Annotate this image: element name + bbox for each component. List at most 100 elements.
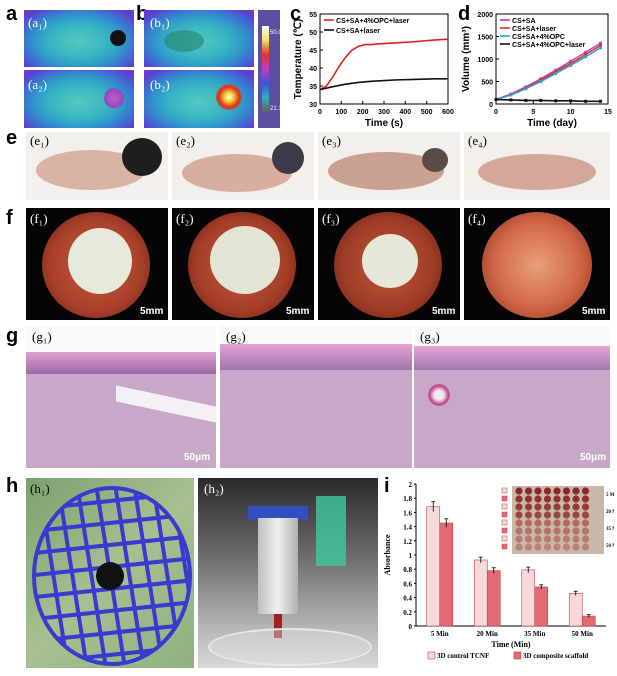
- panel-label-f: f: [6, 207, 13, 229]
- x-tick-label: 400: [399, 109, 411, 116]
- well: [524, 511, 533, 519]
- y-tick-label: 35: [309, 84, 317, 91]
- legend-entry: CS+SA+4%OPC+laser: [512, 42, 586, 49]
- sublabel-f4: (f₄): [468, 211, 486, 226]
- well: [534, 519, 542, 527]
- plate-key-swatch: [501, 511, 508, 518]
- bar-composite: [439, 522, 454, 627]
- y-tick-label: 500: [481, 80, 493, 87]
- panel-label-i: i: [384, 475, 390, 497]
- sublabel-g3: (g₃): [420, 329, 440, 344]
- grid-strut: [74, 488, 108, 664]
- bar-control: [426, 506, 441, 627]
- ink-cartridge: [316, 496, 346, 566]
- legend-swatch: [427, 651, 436, 660]
- panel-label-e: e: [6, 127, 18, 149]
- sublabel-f2: (f₂): [176, 211, 194, 226]
- y-tick-label: 0.2: [403, 609, 412, 617]
- sublabel-b2: (b₂): [150, 77, 170, 92]
- legend-entry: CS+SA+laser: [512, 26, 556, 33]
- series-line-2: [319, 78, 448, 91]
- well: [543, 487, 552, 495]
- plate-row-label: 5 Min: [606, 493, 614, 498]
- well: [581, 543, 590, 551]
- data-point: [569, 63, 573, 67]
- y-tick-label: 1.8: [403, 495, 412, 503]
- panel-label-d: d: [458, 3, 471, 25]
- bar-control: [473, 559, 488, 627]
- data-point: [554, 70, 558, 74]
- thermal-image-a1: [24, 10, 134, 67]
- well: [543, 495, 552, 503]
- y-tick-label: 1: [409, 552, 413, 560]
- well: [543, 519, 552, 527]
- wound-image-f4: [464, 208, 610, 320]
- well: [543, 543, 552, 551]
- well: [515, 527, 523, 535]
- data-point: [599, 99, 603, 103]
- well: [515, 535, 523, 543]
- tissue-gap: [116, 385, 216, 423]
- well: [534, 487, 542, 495]
- grid-strut: [34, 600, 190, 622]
- data-point: [554, 99, 558, 103]
- data-point: [494, 98, 498, 101]
- sublabel-f3: (f₃): [322, 211, 340, 226]
- well: [581, 495, 590, 503]
- y-tick-label: 2000: [477, 12, 493, 19]
- x-tick-label: 0: [494, 109, 498, 116]
- well: [572, 487, 580, 495]
- scaffold-photo-h1: [26, 478, 194, 668]
- well: [543, 535, 552, 543]
- legend-entry: 3D control TCNF: [437, 652, 489, 660]
- x-tick-label: 5: [531, 109, 535, 116]
- y-tick-label: 2: [409, 481, 413, 489]
- well: [524, 535, 533, 543]
- bar-composite: [581, 615, 596, 627]
- data-point: [509, 93, 513, 97]
- y-tick-label: 0: [409, 623, 413, 631]
- x-tick-label: 600: [442, 109, 454, 116]
- sublabel-f1: (f₁): [30, 211, 48, 226]
- data-point: [599, 44, 603, 47]
- data-point: [584, 55, 588, 59]
- data-point: [554, 71, 558, 75]
- well: [562, 527, 571, 535]
- data-point: [539, 80, 543, 83]
- well: [553, 527, 561, 535]
- scale-bar-label: 5mm: [140, 306, 164, 317]
- x-axis-label: Time (Min): [491, 640, 531, 649]
- well: [553, 511, 561, 519]
- grid-strut: [131, 488, 165, 664]
- panel-label-h: h: [6, 475, 19, 497]
- scale-bar-label: 50μm: [184, 452, 211, 463]
- body-shadow: [164, 30, 204, 52]
- nozzle: [274, 614, 282, 638]
- epidermis: [220, 344, 412, 370]
- histology-g2: [220, 326, 412, 468]
- y-tick-label: 0.4: [403, 595, 412, 603]
- thermal-image-b1: [144, 10, 254, 67]
- colorbar-max: 50.0: [270, 30, 282, 36]
- x-tick-label: 35 Min: [524, 630, 545, 638]
- well: [515, 511, 523, 519]
- y-tick-label: 40: [309, 66, 317, 73]
- tumor: [422, 148, 448, 172]
- scaffold: [362, 234, 418, 288]
- printer-photo-h2: [198, 478, 378, 668]
- grid-scaffold: [32, 486, 192, 666]
- data-point: [584, 50, 588, 54]
- bar-composite: [486, 570, 501, 627]
- mouse-photo-e2: [172, 132, 314, 200]
- sublabel-e3: (e₃): [322, 133, 341, 148]
- well: [553, 543, 561, 551]
- plate-row-label: 50 Min: [606, 544, 614, 549]
- y-tick-label: 1.4: [403, 524, 412, 532]
- histology-g1: [26, 326, 216, 468]
- petri-dish: [208, 628, 372, 666]
- scale-bar-label: 5mm: [582, 306, 606, 317]
- x-tick-label: 5 Min: [431, 630, 449, 638]
- well: [534, 543, 542, 551]
- well: [553, 519, 561, 527]
- well: [524, 527, 533, 535]
